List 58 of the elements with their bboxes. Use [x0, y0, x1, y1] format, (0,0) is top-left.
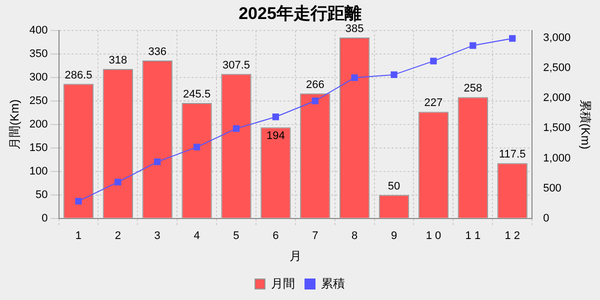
data-label: 307.5 — [222, 59, 250, 72]
y2-tick-label: 1,000 — [543, 152, 571, 164]
y-tick-label: 200 — [29, 118, 48, 130]
point — [470, 42, 476, 49]
y2-tick-label: 2,500 — [543, 62, 571, 74]
y2-axis-title: 累積(Km) — [578, 99, 592, 150]
x-tick-label: 6 — [272, 230, 279, 242]
x-tick-label: 7 — [312, 230, 318, 242]
data-label: 50 — [388, 180, 400, 192]
point — [312, 98, 318, 104]
point — [509, 35, 516, 42]
y2-tick-label: 2,000 — [543, 92, 571, 104]
y-tick-label: 400 — [29, 24, 48, 36]
x-tick-label: 1 2 — [504, 230, 520, 242]
x-tick-label: 8 — [352, 230, 358, 242]
y-tick-label: 350 — [29, 48, 48, 60]
y-tick-label: 100 — [29, 165, 48, 178]
x-tick-label: 3 — [154, 230, 160, 242]
data-label: 336 — [148, 46, 167, 58]
data-label: 286.5 — [64, 69, 92, 82]
data-label: 117.5 — [498, 148, 526, 161]
y2-tick-label: 500 — [543, 182, 562, 194]
data-label: 194 — [266, 130, 285, 142]
chart-title: 2025年走行距離 — [238, 4, 362, 23]
point — [232, 125, 240, 132]
point — [390, 71, 398, 78]
data-label: 245.5 — [183, 88, 211, 101]
x-tick-label: 1 — [75, 230, 82, 242]
y-axis-title: 月間(Km) — [8, 99, 22, 150]
x-axis-title: 月 — [289, 249, 302, 264]
legend-label: 月間 — [271, 276, 295, 290]
x-tick-label: 4 — [194, 230, 200, 242]
data-label: 266 — [306, 78, 324, 91]
data-label: 385 — [345, 22, 364, 35]
y2-tick-label: 1,500 — [543, 122, 571, 134]
point — [351, 74, 358, 82]
data-label: 227 — [424, 97, 443, 110]
point — [193, 144, 200, 150]
x-tick-label: 1 0 — [426, 230, 442, 242]
y-tick-label: 250 — [29, 94, 48, 107]
x-tick-label: 2 — [114, 230, 121, 242]
point — [272, 114, 280, 120]
data-label: 318 — [108, 54, 128, 66]
legend-label: 累積 — [321, 276, 345, 290]
point — [75, 198, 82, 204]
y-tick-label: 150 — [29, 142, 48, 154]
point — [430, 58, 437, 64]
x-tick-label: 1 1 — [465, 230, 481, 242]
data-label: 258 — [464, 82, 482, 95]
point — [154, 158, 161, 166]
y-tick-label: 300 — [29, 71, 48, 84]
y2-tick-label: 3,000 — [543, 32, 571, 44]
y2-tick-label: 0 — [543, 212, 550, 224]
x-tick-label: 9 — [390, 230, 398, 242]
x-tick-label: 5 — [233, 230, 240, 242]
point — [114, 178, 122, 186]
y-tick-label: 0 — [42, 212, 48, 224]
y-tick-label: 50 — [36, 188, 48, 201]
